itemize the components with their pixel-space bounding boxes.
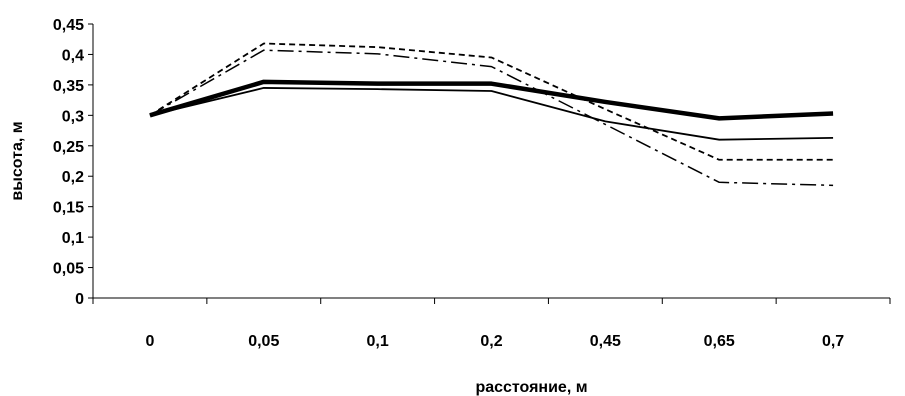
x-tick-label: 0,2 bbox=[480, 333, 502, 350]
y-tick-label: 0,3 bbox=[62, 108, 84, 125]
y-tick-label: 0,4 bbox=[62, 47, 84, 64]
y-tick-label: 0,05 bbox=[53, 261, 84, 278]
series-line-dash-dot bbox=[149, 49, 834, 187]
y-tick-label: 0,45 bbox=[53, 17, 84, 34]
x-tick-label: 0 bbox=[145, 333, 154, 350]
y-axis-title: высота, м bbox=[9, 121, 26, 200]
x-tick-label: 0,65 bbox=[704, 333, 735, 350]
y-tick-label: 0,15 bbox=[53, 200, 84, 217]
x-tick-label: 0,05 bbox=[248, 333, 279, 350]
y-tick-label: 0,2 bbox=[62, 169, 84, 186]
y-axis-ticks: 0 0,05 0,1 0,15 0,2 0,25 0,3 0,35 0,4 0,45 bbox=[53, 17, 93, 308]
x-axis-title: расстояние, м bbox=[475, 379, 587, 396]
y-tick-label: 0,1 bbox=[62, 230, 84, 247]
series-line-thick-solid bbox=[149, 79, 834, 121]
series-line-thin-solid bbox=[149, 87, 834, 141]
x-tick-label: 0,45 bbox=[590, 333, 621, 350]
plot-area: 00,050,10,150,20,250,30,350,40,45 0 0,05 0… bbox=[53, 17, 891, 350]
y-tick-label: 0 bbox=[75, 291, 84, 308]
x-tick-label: 0,7 bbox=[822, 333, 844, 350]
series-group bbox=[149, 42, 834, 187]
x-tick-label: 0,1 bbox=[367, 333, 389, 350]
series-line-dashed bbox=[149, 42, 834, 161]
x-axis-ticks: 0 0,05 0,1 0,2 0,45 0,65 0,7 bbox=[92, 298, 891, 350]
y-tick-label: 0,25 bbox=[53, 139, 84, 156]
y-tick-label: 0,35 bbox=[53, 78, 84, 95]
